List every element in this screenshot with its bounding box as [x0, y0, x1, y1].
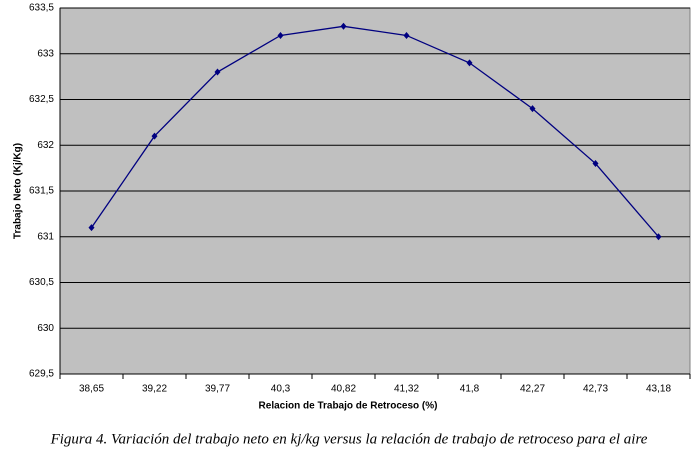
x-tick-label: 41,8	[460, 384, 480, 395]
y-tick-label: 630	[37, 323, 54, 334]
y-tick-label: 631	[37, 231, 54, 242]
y-tick-label: 632	[37, 140, 54, 151]
data-point	[88, 224, 95, 232]
data-point	[277, 31, 284, 39]
x-tick-label: 40,3	[271, 384, 291, 395]
x-tick-label: 38,65	[79, 384, 104, 395]
y-tick-label: 633,5	[29, 3, 54, 14]
data-point	[592, 160, 599, 168]
data-point	[655, 233, 662, 241]
data-point	[403, 31, 410, 39]
data-point	[151, 132, 158, 140]
y-tick-label: 633	[37, 48, 54, 59]
figure-caption: Figura 4. Variación del trabajo neto en …	[50, 431, 648, 447]
x-axis-title: Relacion de Trabajo de Retroceso (%)	[259, 401, 438, 412]
y-tick-label: 632,5	[29, 94, 54, 105]
data-point	[466, 59, 473, 67]
x-tick-label: 39,22	[142, 384, 167, 395]
x-tick-label: 42,73	[583, 384, 608, 395]
y-tick-label: 630,5	[29, 277, 54, 288]
y-tick-label: 631,5	[29, 186, 54, 197]
data-point	[529, 105, 536, 113]
x-tick-label: 40,82	[331, 384, 356, 395]
x-tick-label: 42,27	[520, 384, 545, 395]
x-tick-label: 43,18	[646, 384, 671, 395]
x-tick-label: 39,77	[205, 384, 230, 395]
x-tick-label: 41,32	[394, 384, 419, 395]
y-tick-label: 629,5	[29, 369, 54, 380]
data-point	[340, 22, 347, 30]
data-point	[214, 68, 221, 76]
y-axis-title: Trabajo Neto (Kj/Kg)	[13, 143, 24, 239]
data-line	[90, 25, 659, 238]
